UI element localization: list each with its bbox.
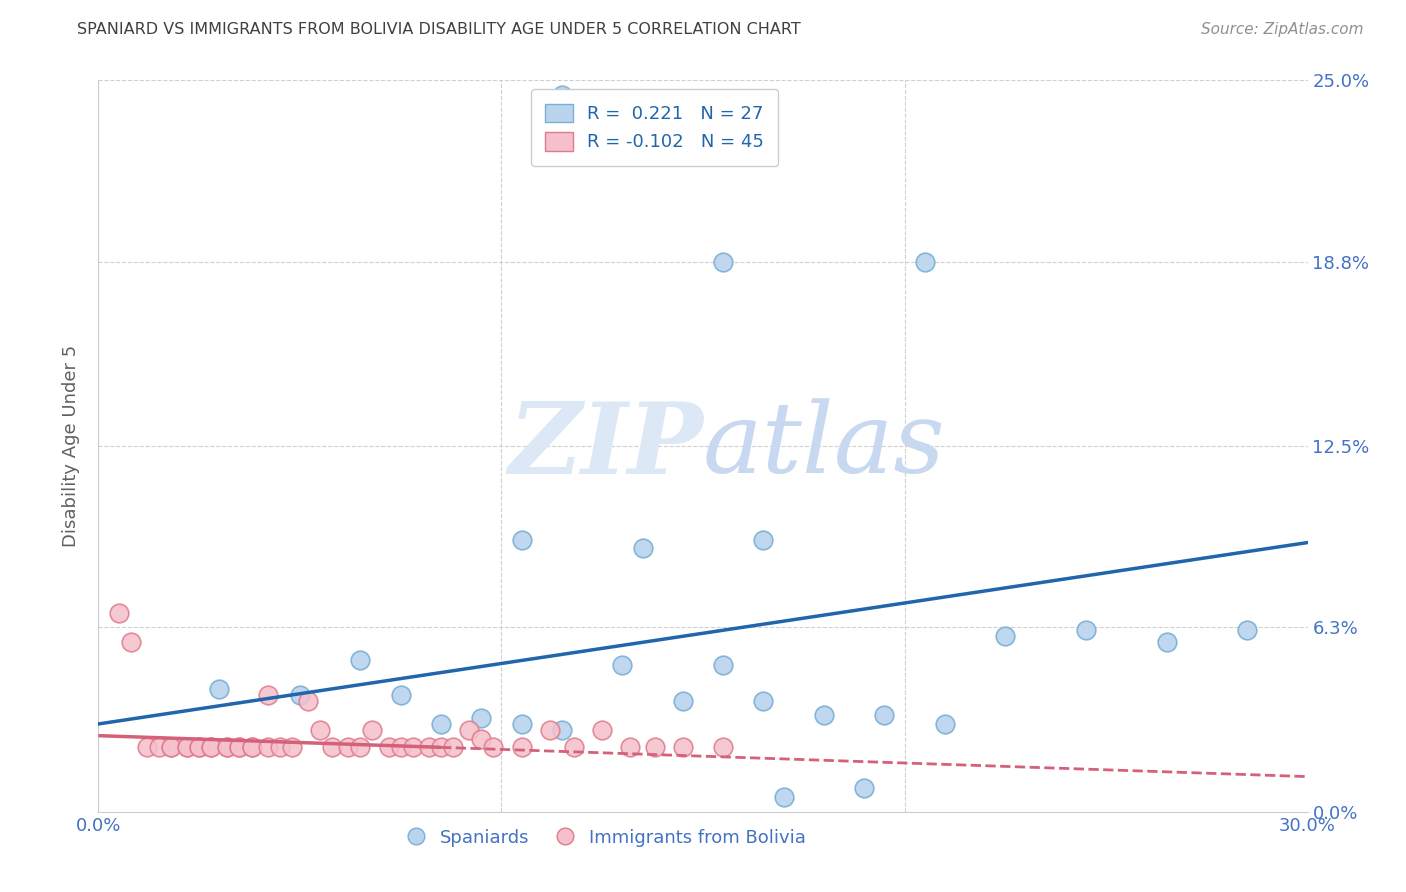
Point [176,740,198,755]
Text: ZIP: ZIP [508,398,703,494]
Point [510,717,533,731]
Point [1074,624,1097,638]
Point [510,533,533,547]
Point [176,740,198,755]
Point [288,688,311,702]
Point [281,740,304,755]
Point [441,740,464,755]
Point [873,708,896,723]
Point [200,740,222,755]
Point [458,723,481,737]
Text: SPANIARD VS IMMIGRANTS FROM BOLIVIA DISABILITY AGE UNDER 5 CORRELATION CHART: SPANIARD VS IMMIGRANTS FROM BOLIVIA DISA… [77,22,801,37]
Point [711,658,734,673]
Point [107,606,129,620]
Point [470,731,492,746]
Point [188,740,211,755]
Legend: Spaniards, Immigrants from Bolivia: Spaniards, Immigrants from Bolivia [399,822,813,854]
Point [562,740,585,755]
Point [813,708,835,723]
Point [120,635,142,649]
Point [217,740,239,755]
Point [672,740,695,755]
Point [217,740,239,755]
Point [160,740,183,755]
Point [853,781,876,796]
Point [418,740,440,755]
Point [631,541,654,556]
Point [188,740,211,755]
Point [1156,635,1178,649]
Point [135,740,157,755]
Point [538,723,561,737]
Point [612,658,634,673]
Point [148,740,170,755]
Point [711,740,734,755]
Point [228,740,250,755]
Point [752,533,775,547]
Point [389,688,412,702]
Point [309,723,332,737]
Point [510,740,533,755]
Point [711,254,734,268]
Point [591,723,613,737]
Point [240,740,263,755]
Point [934,717,956,731]
Point [551,723,574,737]
Point [208,681,231,696]
Point [240,740,263,755]
Point [297,693,319,707]
Point [389,740,412,755]
Point [377,740,399,755]
Point [470,711,492,725]
Point [228,740,250,755]
Point [994,629,1017,643]
Point [349,652,371,666]
Point [551,87,574,102]
Point [672,693,695,707]
Point [269,740,291,755]
Point [361,723,384,737]
Point [402,740,425,755]
Text: Source: ZipAtlas.com: Source: ZipAtlas.com [1201,22,1364,37]
Point [772,790,794,805]
Text: atlas: atlas [703,399,946,493]
Point [619,740,641,755]
Point [256,688,278,702]
Point [337,740,360,755]
Point [256,740,278,755]
Point [349,740,371,755]
Y-axis label: Disability Age Under 5: Disability Age Under 5 [62,345,80,547]
Point [430,740,453,755]
Point [914,254,936,268]
Point [430,717,453,731]
Point [160,740,183,755]
Point [752,693,775,707]
Point [321,740,343,755]
Point [1236,624,1258,638]
Point [644,740,666,755]
Point [200,740,222,755]
Point [482,740,505,755]
